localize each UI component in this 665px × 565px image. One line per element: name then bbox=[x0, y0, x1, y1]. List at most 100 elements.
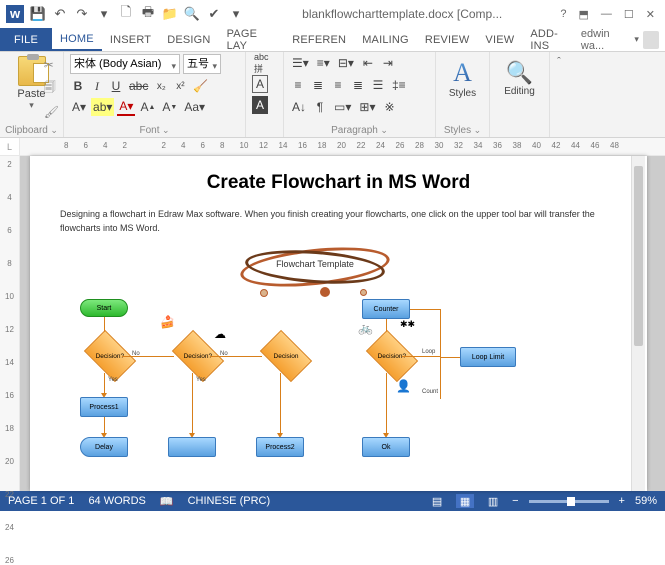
cut-icon[interactable]: ✂ bbox=[44, 58, 59, 72]
editing-button-label[interactable]: Editing bbox=[504, 86, 535, 97]
text-effects-button[interactable]: A▾ bbox=[70, 98, 88, 116]
new-icon[interactable]: 🗋 bbox=[118, 6, 134, 22]
web-layout-button[interactable]: ▥ bbox=[484, 494, 502, 508]
char-shading-button[interactable]: A bbox=[252, 96, 268, 114]
document-page[interactable]: Create Flowchart in MS Word Designing a … bbox=[30, 156, 647, 491]
ribbon-group-editing: 🔍 Editing Editing bbox=[490, 52, 550, 137]
bullets-button[interactable]: ☰▾ bbox=[290, 54, 311, 72]
status-words[interactable]: 64 WORDS bbox=[88, 495, 145, 507]
open-icon[interactable]: 📁 bbox=[162, 6, 178, 22]
horizontal-ruler[interactable]: 8642246810121416182022242628303234363840… bbox=[20, 138, 665, 155]
increase-indent-button[interactable]: ⇥ bbox=[380, 54, 396, 72]
paste-label: Paste bbox=[17, 88, 45, 100]
group-label-font: Font bbox=[64, 125, 245, 136]
font-color-button[interactable]: A▾ bbox=[117, 98, 135, 116]
styles-icon[interactable]: A bbox=[453, 58, 472, 88]
ruler-bar: L 86422468101214161820222426283032343638… bbox=[0, 138, 665, 156]
vertical-scrollbar[interactable] bbox=[631, 156, 645, 491]
zoom-level[interactable]: 59% bbox=[635, 495, 657, 507]
print-icon[interactable]: 🖶 bbox=[140, 6, 156, 22]
font-size-select[interactable]: 五号 bbox=[183, 54, 221, 74]
distributed-button[interactable]: ☰ bbox=[370, 76, 386, 94]
numbering-button[interactable]: ≡▾ bbox=[315, 54, 332, 72]
phonetic-button[interactable]: abc拼 bbox=[252, 54, 271, 72]
ribbon-display-icon[interactable]: ⬒ bbox=[579, 8, 589, 21]
undo-icon[interactable]: ↶ bbox=[52, 6, 68, 22]
shape-process: Ok bbox=[362, 437, 410, 457]
status-language[interactable]: CHINESE (PRC) bbox=[188, 495, 271, 507]
tab-insert[interactable]: INSERT bbox=[102, 28, 159, 51]
bold-button[interactable]: B bbox=[70, 77, 86, 95]
char-border-button[interactable]: A bbox=[252, 75, 268, 93]
zoom-in-button[interactable]: + bbox=[619, 495, 625, 507]
subscript-button[interactable]: x₂ bbox=[153, 77, 169, 95]
shape-process bbox=[168, 437, 216, 457]
styles-button-label[interactable]: Styles bbox=[449, 88, 476, 99]
scrollbar-thumb[interactable] bbox=[634, 166, 643, 346]
grow-font-button[interactable]: A▲ bbox=[138, 98, 157, 116]
find-icon[interactable]: 🔍 bbox=[506, 60, 533, 86]
clear-format-button[interactable]: 🧹 bbox=[191, 77, 210, 95]
shape-delay: Delay bbox=[80, 437, 128, 457]
close-icon[interactable]: ✕ bbox=[646, 8, 655, 21]
format-painter-icon[interactable]: 🖌 bbox=[44, 105, 59, 119]
strikethrough-button[interactable]: abc bbox=[127, 77, 150, 95]
tab-review[interactable]: REVIEW bbox=[417, 28, 478, 51]
show-marks-button[interactable]: ¶ bbox=[312, 98, 328, 116]
justify-button[interactable]: ≣ bbox=[350, 76, 366, 94]
preview-icon[interactable]: 🔍 bbox=[184, 6, 200, 22]
highlight-button[interactable]: ab▾ bbox=[91, 98, 114, 116]
shading-button[interactable]: ▭▾ bbox=[332, 98, 353, 116]
tab-file[interactable]: FILE bbox=[0, 28, 52, 51]
borders-button[interactable]: ⊞▾ bbox=[357, 98, 377, 116]
zoom-out-button[interactable]: − bbox=[512, 495, 518, 507]
tab-mailings[interactable]: MAILING bbox=[354, 28, 417, 51]
snap-grid-button[interactable]: ※ bbox=[381, 98, 397, 116]
spell-icon[interactable]: ✔ bbox=[206, 6, 222, 22]
proofing-icon[interactable]: 📖 bbox=[160, 495, 174, 508]
decrease-indent-button[interactable]: ⇤ bbox=[360, 54, 376, 72]
tab-design[interactable]: DESIGN bbox=[159, 28, 218, 51]
print-layout-button[interactable]: ▦ bbox=[456, 494, 474, 508]
shrink-font-button[interactable]: A▼ bbox=[160, 98, 179, 116]
tab-home[interactable]: HOME bbox=[52, 28, 102, 51]
tab-addins[interactable]: ADD-INS bbox=[522, 28, 581, 51]
font-family-select[interactable]: 宋体 (Body Asian) bbox=[70, 54, 180, 74]
flowchart-title-oval: Flowchart Template bbox=[240, 249, 390, 285]
vertical-ruler[interactable]: 2468101214161820222426 bbox=[0, 156, 20, 491]
sort-button[interactable]: A↓ bbox=[290, 98, 308, 116]
cloud-icon: ☁ bbox=[214, 327, 226, 341]
tab-page-layout[interactable]: PAGE LAY bbox=[219, 28, 285, 51]
group-label-styles: Styles bbox=[436, 125, 489, 136]
help-icon[interactable]: ? bbox=[560, 8, 566, 21]
word-app-icon[interactable]: w bbox=[6, 5, 24, 23]
qat-more-icon[interactable]: ▾ bbox=[228, 6, 244, 22]
account-user[interactable]: edwin wa... ▾ bbox=[581, 28, 665, 51]
change-case-button[interactable]: Aa▾ bbox=[182, 98, 207, 116]
align-center-button[interactable]: ≣ bbox=[310, 76, 326, 94]
line-spacing-button[interactable]: ‡≡ bbox=[390, 76, 408, 94]
maximize-icon[interactable]: ☐ bbox=[624, 8, 634, 21]
save-icon[interactable]: 💾 bbox=[30, 6, 46, 22]
superscript-button[interactable]: x² bbox=[172, 77, 188, 95]
align-right-button[interactable]: ≡ bbox=[330, 76, 346, 94]
underline-button[interactable]: U bbox=[108, 77, 124, 95]
status-page[interactable]: PAGE 1 OF 1 bbox=[8, 495, 74, 507]
tab-view[interactable]: VIEW bbox=[477, 28, 522, 51]
document-area: 2468101214161820222426 Create Flowchart … bbox=[0, 156, 665, 491]
italic-button[interactable]: I bbox=[89, 77, 105, 95]
tab-references[interactable]: REFEREN bbox=[284, 28, 354, 51]
minimize-icon[interactable]: — bbox=[601, 8, 612, 21]
redo-icon[interactable]: ↷ bbox=[74, 6, 90, 22]
collapse-ribbon-button[interactable]: ˆ bbox=[550, 52, 568, 137]
oval-dot-icon bbox=[260, 289, 268, 297]
avatar-icon bbox=[643, 31, 659, 49]
read-mode-button[interactable]: ▤ bbox=[428, 494, 446, 508]
window-controls: ? ⬒ — ☐ ✕ bbox=[560, 8, 665, 21]
copy-icon[interactable]: 🗐 bbox=[44, 78, 59, 99]
zoom-slider[interactable] bbox=[529, 500, 609, 503]
group-label-paragraph: Paragraph bbox=[284, 125, 435, 136]
shape-process: Process2 bbox=[256, 437, 304, 457]
multilevel-button[interactable]: ⊟▾ bbox=[336, 54, 356, 72]
align-left-button[interactable]: ≡ bbox=[290, 76, 306, 94]
